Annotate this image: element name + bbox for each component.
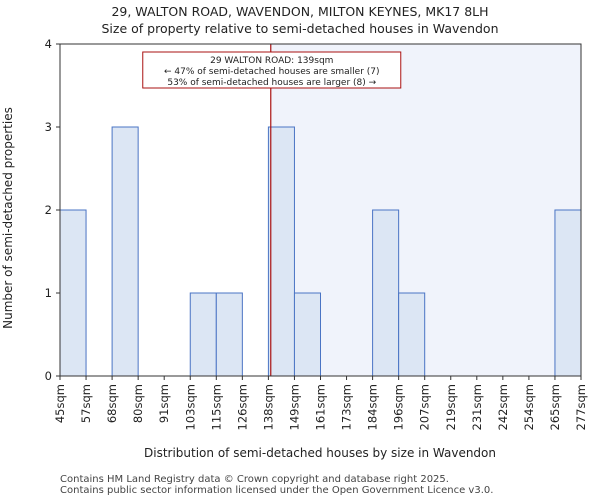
bar-265sqm [554, 209, 582, 377]
y-axis-label: Number of semi-detached properties [1, 107, 15, 329]
x-axis-label: Distribution of semi-detached houses by … [144, 446, 496, 460]
x-tick-label-277sqm: 277sqm [574, 384, 588, 430]
annotation-line-3: 53% of semi-detached houses are larger (… [167, 78, 376, 88]
x-tick-label-254sqm: 254sqm [522, 384, 536, 430]
x-tick-label-231sqm: 231sqm [470, 384, 484, 430]
x-tick-label-207sqm: 207sqm [418, 384, 432, 430]
x-tick-label-138sqm: 138sqm [261, 384, 275, 430]
x-tick-label-219sqm: 219sqm [444, 384, 458, 430]
x-tick-label-173sqm: 173sqm [340, 384, 354, 430]
x-axis: 45sqm 57sqm 68sqm 80sqm 91sqm 103sqm 115sqm 126… [53, 376, 588, 430]
bar-115sqm [215, 292, 243, 377]
chart-subtitle: Size of property relative to semi-detach… [101, 21, 498, 36]
bars-group [59, 126, 582, 377]
x-tick-label-68sqm: 68sqm [105, 384, 119, 423]
y-axis: 0 1 2 3 4 [45, 37, 60, 383]
y-tick-label-2: 2 [45, 203, 52, 217]
x-tick-label-91sqm: 91sqm [157, 384, 171, 423]
footer-line-2: Contains public sector information licen… [60, 485, 494, 496]
bar-184sqm [372, 209, 400, 377]
x-tick-label-80sqm: 80sqm [131, 384, 145, 423]
y-tick-label-0: 0 [45, 369, 52, 383]
bar-149sqm [293, 292, 322, 377]
y-tick-label-1: 1 [45, 286, 52, 300]
bar-68sqm [111, 126, 139, 377]
x-tick-label-126sqm: 126sqm [235, 384, 249, 430]
x-tick-label-184sqm: 184sqm [366, 384, 380, 430]
x-tick-label-242sqm: 242sqm [496, 384, 510, 430]
chart-title: 29, WALTON ROAD, WAVENDON, MILTON KEYNES… [111, 4, 488, 19]
x-tick-label-196sqm: 196sqm [392, 384, 406, 430]
x-tick-label-45sqm: 45sqm [53, 384, 67, 423]
annotation-line-2: ← 47% of semi-detached houses are smalle… [164, 67, 380, 77]
x-tick-label-149sqm: 149sqm [287, 384, 301, 430]
bar-103sqm [189, 292, 217, 377]
bar-138sqm [267, 126, 295, 377]
x-tick-label-103sqm: 103sqm [183, 384, 197, 430]
x-tick-label-57sqm: 57sqm [79, 384, 93, 423]
annotation-line-1: 29 WALTON ROAD: 139sqm [210, 56, 333, 66]
y-tick-label-4: 4 [45, 37, 52, 51]
annotation-box [142, 51, 402, 89]
x-tick-label-265sqm: 265sqm [548, 384, 562, 430]
bar-45sqm [59, 209, 87, 377]
footer-line-1: Contains HM Land Registry data © Crown c… [60, 474, 449, 485]
x-tick-label-115sqm: 115sqm [209, 384, 223, 430]
bar-196sqm [398, 292, 426, 377]
y-tick-label-3: 3 [45, 120, 52, 134]
highlight-region [270, 44, 581, 376]
x-tick-label-161sqm: 161sqm [314, 384, 328, 430]
